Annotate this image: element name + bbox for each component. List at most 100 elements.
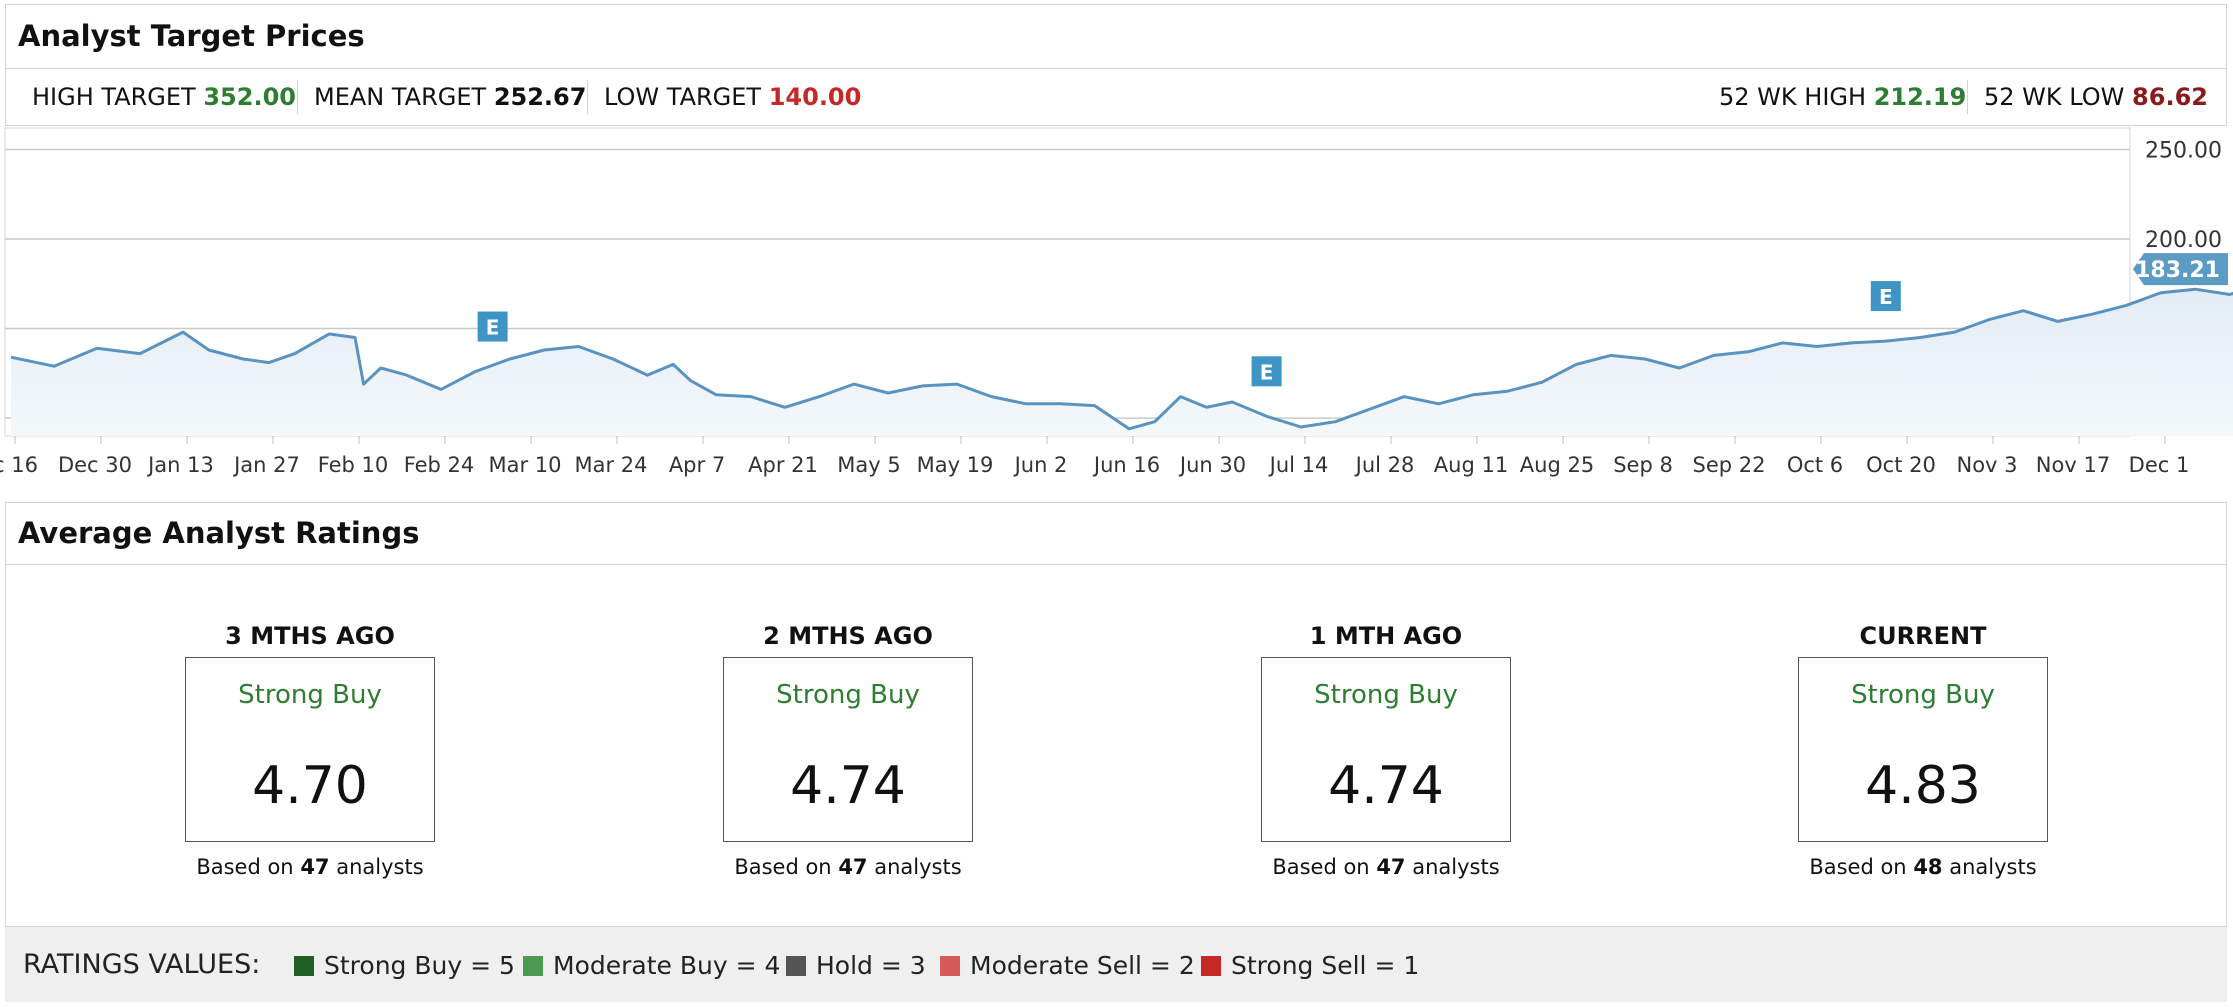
based-on-suffix: analysts [1412,855,1500,879]
x-tick-label: ec 16 [0,453,38,477]
x-tick-label: May 19 [917,453,994,477]
based-on-text: Based on 48 analysts [1773,855,2073,879]
earnings-marker [1870,281,1901,312]
ratings-title: Average Analyst Ratings [18,516,420,550]
earnings-marker [1251,356,1282,387]
analyst-count: 48 [1913,855,1943,879]
x-tick-label: Oct 6 [1787,453,1843,477]
x-tick-label: Jan 27 [232,453,300,477]
rating-label: Strong Buy [238,680,382,710]
last-price-flag [2133,253,2228,286]
rating-heading: 2 MTHS AGO [763,622,933,650]
legend-item-hold: Hold = 3 [786,951,926,980]
legend-title: RATINGS VALUES: [23,949,261,980]
wk-high-stat: 52 WK HIGH 212.19 [1719,68,1966,126]
based-on-prefix: Based on [196,855,294,879]
based-on-prefix: Based on [734,855,832,879]
legend-item-strong-buy: Strong Buy = 5 [294,951,515,980]
rating-box: Strong Buy 4.74 [723,657,973,842]
based-on-suffix: analysts [1949,855,2037,879]
low-target-value: 140.00 [768,83,862,111]
strong-sell-swatch [1201,956,1221,976]
last-price-label: 183.21 [2135,258,2220,283]
rating-box: Strong Buy 4.74 [1261,657,1511,842]
ratings-legend: RATINGS VALUES: Strong Buy = 5 Moderate … [5,926,2227,1002]
x-tick-label: Sep 8 [1613,453,1673,477]
based-on-suffix: analysts [874,855,962,879]
y-tick-label: 200.00 [2145,228,2222,253]
x-tick-label: Feb 10 [318,453,389,477]
x-tick-label: Nov 3 [1956,453,2017,477]
legend-label: Strong Buy = 5 [324,951,515,980]
mean-target-value: 252.67 [493,83,587,111]
legend-item-moderate-sell: Moderate Sell = 2 [940,951,1195,980]
moderate-sell-swatch [940,956,960,976]
x-tick-label: May 5 [837,453,900,477]
x-tick-label: Jul 14 [1268,453,1329,477]
rating-score: 4.83 [1865,756,1981,816]
target-stats-row: HIGH TARGET 352.00 MEAN TARGET 252.67 LO… [0,68,2233,126]
x-tick-label: Mar 24 [574,453,647,477]
wk-low-stat: 52 WK LOW 86.62 [1984,68,2208,126]
analyst-count: 47 [838,855,868,879]
x-tick-label: Mar 10 [488,453,561,477]
wk-high-value: 212.19 [1873,83,1967,111]
earnings-marker-label: E [486,316,500,340]
x-tick-label: Jan 13 [146,453,214,477]
low-target-label: LOW TARGET [604,83,762,111]
rating-box: Strong Buy 4.70 [185,657,435,842]
rating-label: Strong Buy [776,680,920,710]
high-target-label: HIGH TARGET [32,83,196,111]
based-on-suffix: analysts [336,855,424,879]
based-on-text: Based on 47 analysts [160,855,460,879]
legend-label: Hold = 3 [816,951,926,980]
target-prices-panel: Analyst Target Prices [5,4,2227,126]
x-tick-label: Jun 16 [1092,453,1160,477]
based-on-text: Based on 47 analysts [698,855,998,879]
x-tick-label: Apr 21 [748,453,818,477]
moderate-buy-swatch [523,956,543,976]
x-tick-label: Jun 30 [1178,453,1246,477]
legend-item-strong-sell: Strong Sell = 1 [1201,951,1419,980]
price-area [11,289,2233,436]
stat-separator [1967,80,1968,114]
legend-label: Strong Sell = 1 [1231,951,1420,980]
target-prices-title: Analyst Target Prices [18,19,365,53]
wk-low-label: 52 WK LOW [1984,83,2125,111]
x-tick-label: Apr 7 [669,453,725,477]
earnings-marker-label: E [1260,360,1274,384]
high-target-value: 352.00 [203,83,296,111]
rating-score: 4.74 [1328,756,1444,816]
x-tick-label: Feb 24 [404,453,475,477]
based-on-prefix: Based on [1272,855,1370,879]
wk-low-value: 86.62 [2132,83,2208,111]
earnings-marker-label: E [1879,285,1893,309]
hold-swatch [786,956,806,976]
legend-label: Moderate Buy = 4 [553,951,781,980]
rating-heading: 3 MTHS AGO [225,622,395,650]
title-divider [6,68,2226,69]
x-tick-label: Jun 2 [1013,453,1068,477]
based-on-prefix: Based on [1809,855,1907,879]
stat-separator [297,80,298,114]
high-target-stat: HIGH TARGET 352.00 [32,68,296,126]
x-tick-label: Oct 20 [1866,453,1936,477]
rating-heading: CURRENT [1859,622,1987,650]
stat-separator [587,80,588,114]
wk-high-label: 52 WK HIGH [1719,83,1867,111]
x-tick-label: Nov 17 [2036,453,2110,477]
rating-box: Strong Buy 4.83 [1798,657,2048,842]
rating-label: Strong Buy [1851,680,1995,710]
strong-buy-swatch [294,956,314,976]
rating-score: 4.74 [790,756,906,816]
x-tick-label: Sep 22 [1693,453,1766,477]
rating-score: 4.70 [252,756,368,816]
rating-label: Strong Buy [1314,680,1458,710]
x-tick-label: Aug 25 [1520,453,1594,477]
analyst-count: 47 [1376,855,1406,879]
price-line [10,287,2233,431]
x-tick-label: Dec 1 [2129,453,2190,477]
mean-target-label: MEAN TARGET [314,83,487,111]
based-on-text: Based on 47 analysts [1236,855,1536,879]
